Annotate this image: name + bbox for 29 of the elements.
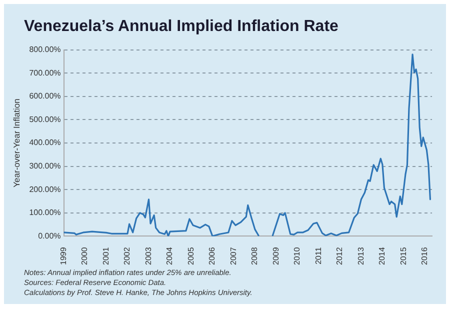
- y-axis-title: Year-over-Year Inflation: [11, 98, 22, 188]
- x-tick-label: 2000: [80, 246, 90, 265]
- x-tick-label: 2008: [250, 246, 260, 265]
- y-tick-label: 0.00%: [38, 231, 61, 240]
- x-tick-label: 2001: [101, 246, 110, 265]
- y-tick-label: 300.00%: [29, 162, 61, 171]
- y-tick-label: 700.00%: [29, 68, 61, 78]
- x-tick-label: 2010: [292, 246, 302, 265]
- y-tick-label: 800.00%: [29, 45, 61, 54]
- x-tick-label: 2004: [165, 246, 174, 265]
- x-tick-label: 2011: [314, 246, 323, 264]
- x-tick-label: 2009: [271, 246, 280, 265]
- y-tick-label: 200.00%: [29, 184, 61, 194]
- y-tick-label: 400.00%: [29, 138, 61, 148]
- chart-title: Venezuela’s Annual Implied Inflation Rate: [24, 18, 338, 36]
- x-tick-label: 2002: [122, 246, 132, 265]
- y-tick-label: 600.00%: [29, 92, 61, 101]
- y-tick-label: 100.00%: [29, 208, 61, 218]
- x-tick-label: 2016: [420, 246, 430, 265]
- x-tick-label: 1999: [58, 246, 68, 265]
- x-tick-label: 2012: [335, 246, 344, 265]
- x-tick-label: 2013: [356, 246, 366, 265]
- x-tick-label: 2015: [398, 246, 408, 265]
- x-tick-label: 2003: [144, 246, 153, 265]
- x-tick-label: 2005: [186, 246, 196, 265]
- x-tick-label: 2006: [208, 246, 217, 265]
- y-tick-label: 500.00%: [29, 114, 61, 124]
- x-tick-label: 2007: [228, 246, 238, 265]
- x-tick-label: 2014: [378, 246, 387, 265]
